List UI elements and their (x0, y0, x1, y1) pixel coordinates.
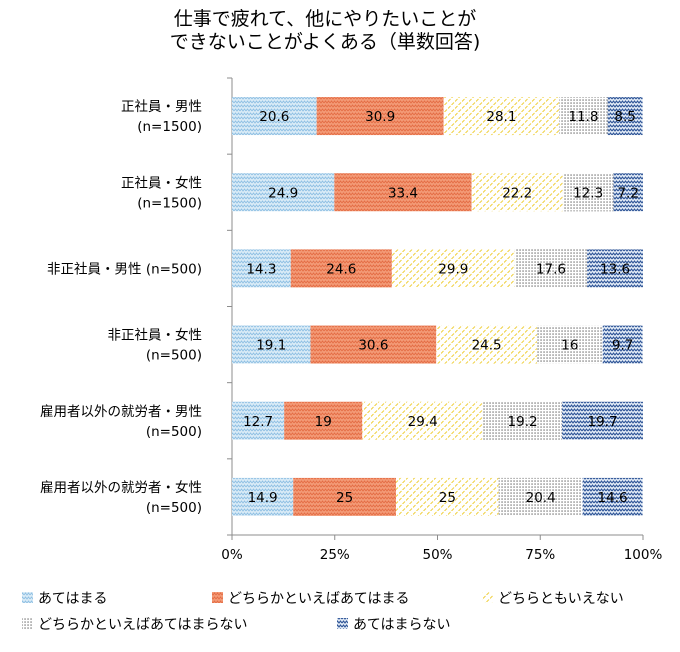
x-tick-label: 0% (221, 547, 243, 563)
bar-segment (602, 325, 643, 364)
data-label: 24.6 (326, 261, 356, 277)
x-tick-label: 25% (320, 547, 350, 563)
data-label: 19.2 (508, 414, 538, 430)
data-label: 25 (439, 490, 456, 506)
data-label: 19.1 (256, 338, 286, 354)
data-label: 7.2 (617, 185, 638, 201)
bar-segment (316, 97, 444, 136)
data-label: 8.5 (614, 109, 635, 125)
category-label: 正社員・男性 (121, 99, 202, 115)
bar-segment (436, 325, 537, 364)
legend-swatch (212, 592, 223, 603)
bar-segment (471, 173, 563, 212)
bar-segment (587, 249, 643, 288)
legend-label: どちらともいえない (498, 591, 624, 607)
category-label: (n=500) (146, 500, 202, 516)
x-tick-label: 50% (422, 547, 452, 563)
bar-segment (483, 401, 563, 440)
bar-segment (284, 401, 363, 440)
data-label: 28.1 (486, 109, 516, 125)
legend-label: どちらかといえばあてはまらない (38, 617, 247, 633)
legend-swatch (22, 592, 33, 603)
legend-swatch (482, 592, 493, 603)
bar-segment (232, 401, 285, 440)
data-label: 20.4 (526, 490, 556, 506)
data-label: 29.9 (438, 261, 468, 277)
chart-title-line: 仕事で疲れて、他にやりたいことが (174, 8, 476, 30)
bar-segment (582, 477, 643, 516)
category-label: 非正社員・男性 (n=500) (47, 261, 202, 277)
data-label: 30.6 (358, 338, 388, 354)
bar-segment (536, 325, 603, 364)
bar-segment (232, 325, 311, 364)
bar-segment (362, 401, 484, 440)
data-label: 17.6 (536, 261, 566, 277)
data-label: 14.6 (598, 490, 628, 506)
data-label: 11.8 (568, 109, 598, 125)
data-label: 14.9 (248, 490, 278, 506)
data-label: 33.4 (388, 185, 418, 201)
data-label: 24.5 (472, 338, 502, 354)
bar-segment (498, 477, 583, 516)
legend-label: どちらかといえばあてはまる (228, 591, 409, 607)
data-label: 19 (315, 414, 332, 430)
bar-segment (514, 249, 588, 288)
category-label: 雇用者以外の就労者・女性 (40, 479, 202, 496)
bar-segment (293, 477, 396, 516)
data-label: 12.3 (573, 185, 603, 201)
bar-segment (562, 173, 614, 212)
data-label: 22.2 (502, 185, 532, 201)
category-label: (n=1500) (137, 195, 202, 211)
bar-segment (562, 401, 643, 440)
data-label: 30.9 (365, 109, 395, 125)
data-label: 19.7 (587, 414, 617, 430)
bar-segment (395, 477, 499, 516)
category-label: (n=500) (146, 348, 202, 364)
data-label: 13.6 (600, 261, 630, 277)
legend-swatch (337, 618, 348, 629)
bar-segment (232, 477, 294, 516)
category-label: (n=1500) (137, 119, 202, 135)
bar-segment (310, 325, 437, 364)
data-label: 20.6 (259, 109, 289, 125)
bar-segment (232, 97, 317, 136)
data-label: 9.7 (612, 338, 633, 354)
category-label: (n=500) (146, 424, 202, 440)
bar-segment (559, 97, 608, 136)
data-label: 12.7 (243, 414, 273, 430)
category-label: 雇用者以外の就労者・男性 (40, 403, 202, 420)
bar-segment (607, 97, 643, 136)
bar-segment (334, 173, 472, 212)
data-label: 16 (561, 338, 578, 354)
data-label: 25 (336, 490, 353, 506)
legend-label: あてはまる (38, 591, 107, 607)
bar-segment (613, 173, 643, 212)
legend-label: あてはまらない (353, 617, 450, 633)
data-label: 14.3 (246, 261, 276, 277)
x-tick-label: 75% (525, 547, 555, 563)
data-label: 24.9 (268, 185, 298, 201)
bar-segment (290, 249, 392, 288)
x-tick-label: 100% (624, 547, 663, 563)
category-label: 正社員・女性 (121, 174, 202, 191)
bar-segment (232, 249, 291, 288)
category-label: 非正社員・女性 (108, 327, 203, 344)
chart-title-line: できないことがよくある（単数回答) (170, 31, 480, 53)
bar-segment (391, 249, 515, 288)
data-label: 29.4 (408, 414, 438, 430)
bar-segment (443, 97, 560, 136)
legend-swatch (22, 618, 33, 629)
bar-segment (232, 173, 335, 212)
